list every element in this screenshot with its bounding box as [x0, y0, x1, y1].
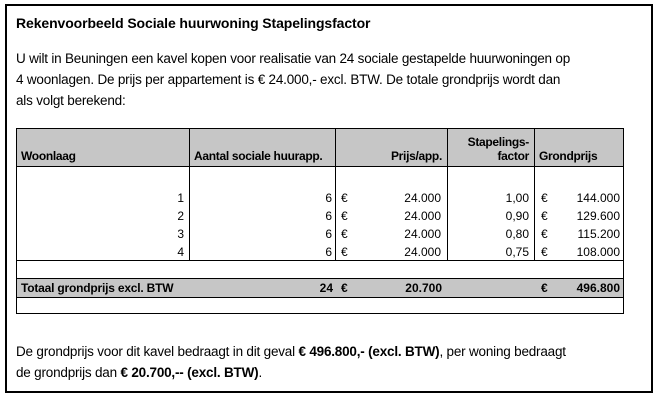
grondprijs-amount: 115.200 — [577, 227, 621, 241]
total-grondprijs-bold: € 496.800,- (excl. BTW) — [298, 344, 440, 359]
document-title: Rekenvoorbeeld Sociale huurwoning Stapel… — [16, 15, 371, 31]
prijs-amount: 24.000 — [404, 227, 441, 241]
cell-grondprijs: € 108.000 — [535, 243, 623, 260]
document-frame: Rekenvoorbeeld Sociale huurwoning Stapel… — [5, 4, 653, 393]
total-prijs: € 20.700 — [336, 279, 448, 297]
euro-sign: € — [341, 281, 348, 295]
closing-line: de grondprijs dan € 20.700,-- (excl. BTW… — [16, 365, 262, 380]
euro-sign: € — [341, 191, 348, 205]
prijs-amount: 24.000 — [404, 191, 441, 205]
cell-stapelingsfactor: 0,80 — [448, 225, 535, 243]
table-row: 2 6 € 24.000 0,90 € 129.600 — [17, 207, 623, 225]
intro-line: U wilt in Beuningen een kavel kopen voor… — [16, 51, 571, 66]
intro-line: 4 woonlagen. De prijs per appartement is… — [16, 72, 561, 87]
euro-sign: € — [541, 191, 548, 205]
table-row: 1 6 € 24.000 1,00 € 144.000 — [17, 189, 623, 207]
column-header-prijs-app: Prijs/app. — [336, 129, 448, 167]
cell-stapelingsfactor: 0,75 — [448, 243, 535, 260]
grondprijs-amount: 108.000 — [576, 245, 620, 259]
euro-sign: € — [341, 245, 348, 259]
intro-line: als volgt berekend: — [16, 93, 126, 108]
per-woning-grondprijs-bold: € 20.700,-- (excl. BTW) — [120, 365, 259, 380]
prijs-amount: 24.000 — [404, 245, 441, 259]
prijs-amount: 24.000 — [404, 209, 441, 223]
total-aantal: 24 — [319, 281, 333, 295]
cell-woonlaag: 2 — [17, 207, 190, 225]
cell-grondprijs: € 144.000 — [535, 189, 623, 207]
euro-sign: € — [541, 245, 548, 259]
cell-aantal: 6 — [190, 207, 336, 225]
euro-sign: € — [341, 209, 348, 223]
table-row: 3 6 € 24.000 0,80 € 115.200 — [17, 225, 623, 243]
intro-paragraph: U wilt in Beuningen een kavel kopen voor… — [16, 48, 642, 111]
cell-prijs: € 24.000 — [336, 189, 448, 207]
euro-sign: € — [541, 227, 548, 241]
stapelingsfactor-line2: factor — [497, 149, 529, 163]
total-label: Totaal grondprijs excl. BTW — [21, 281, 174, 295]
column-header-stapelingsfactor: Stapelings- factor — [448, 129, 535, 167]
cell-prijs: € 24.000 — [336, 243, 448, 260]
cell-prijs: € 24.000 — [336, 225, 448, 243]
grondprijs-table: Woonlaag Aantal sociale huurapp. Prijs/a… — [16, 128, 624, 314]
column-header-woonlaag: Woonlaag — [17, 129, 190, 167]
total-grondprijs-amount: 496.800 — [576, 281, 620, 295]
table-total-row: Totaal grondprijs excl. BTW 24 € 20.700 … — [17, 278, 623, 298]
stapelingsfactor-line1: Stapelings- — [467, 135, 530, 149]
table-gap-row — [17, 261, 623, 278]
column-header-aantal-sociale-huurapp: Aantal sociale huurapp. — [190, 129, 336, 167]
table-spacer-row — [17, 167, 623, 189]
cell-woonlaag: 4 — [17, 243, 190, 260]
closing-paragraph: De grondprijs voor dit kavel bedraagt in… — [16, 341, 642, 383]
grondprijs-amount: 129.600 — [576, 209, 620, 223]
total-prijs-amount: 20.700 — [405, 281, 442, 295]
euro-sign: € — [341, 227, 348, 241]
cell-prijs: € 24.000 — [336, 207, 448, 225]
table-row: 4 6 € 24.000 0,75 € 108.000 — [17, 243, 623, 261]
table-header-row: Woonlaag Aantal sociale huurapp. Prijs/a… — [17, 129, 623, 167]
total-stapelingsfactor — [448, 279, 535, 297]
table-gap-row — [17, 298, 623, 313]
euro-sign: € — [541, 209, 548, 223]
cell-woonlaag: 3 — [17, 225, 190, 243]
cell-aantal: 6 — [190, 189, 336, 207]
column-header-grondprijs: Grondprijs — [535, 129, 623, 167]
grondprijs-amount: 144.000 — [576, 191, 620, 205]
cell-stapelingsfactor: 1,00 — [448, 189, 535, 207]
cell-aantal: 6 — [190, 243, 336, 260]
euro-sign: € — [541, 281, 548, 295]
closing-line: De grondprijs voor dit kavel bedraagt in… — [16, 344, 566, 359]
cell-aantal: 6 — [190, 225, 336, 243]
cell-grondprijs: € 115.200 — [535, 225, 623, 243]
cell-stapelingsfactor: 0,90 — [448, 207, 535, 225]
total-grondprijs: € 496.800 — [535, 279, 623, 297]
cell-grondprijs: € 129.600 — [535, 207, 623, 225]
cell-woonlaag: 1 — [17, 189, 190, 207]
